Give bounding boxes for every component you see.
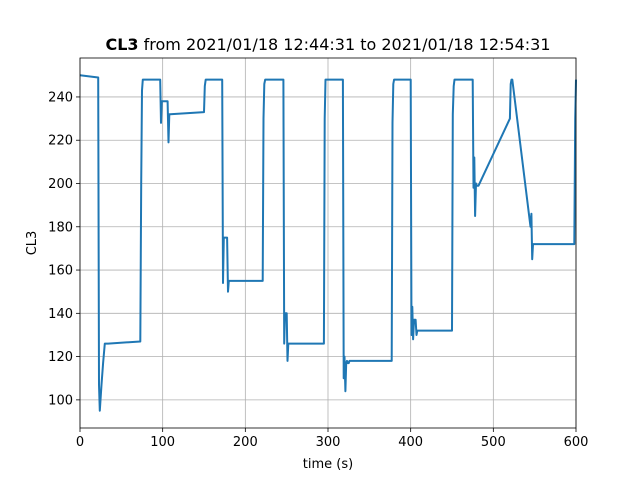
x-tick-label: 600: [564, 435, 589, 450]
chart-title: CL3 from 2021/01/18 12:44:31 to 2021/01/…: [105, 35, 550, 54]
y-tick-label: 140: [48, 307, 73, 322]
chart-title-rest: from 2021/01/18 12:44:31 to 2021/01/18 1…: [139, 35, 551, 54]
y-tick-label: 200: [48, 177, 73, 192]
y-tick-label: 180: [48, 220, 73, 235]
x-tick-label: 400: [398, 435, 423, 450]
y-axis-ticks: 100 120 140 160 180 200 220 240: [48, 90, 80, 408]
chart-title-bold: CL3: [105, 35, 138, 54]
y-tick-label: 120: [48, 350, 73, 365]
y-tick-label: 100: [48, 393, 73, 408]
x-tick-label: 100: [150, 435, 175, 450]
x-axis-ticks: 0 100 200 300 400 500 600: [76, 428, 589, 450]
y-tick-label: 160: [48, 264, 73, 279]
y-tick-label: 240: [48, 90, 73, 105]
series-group: [79, 74, 577, 412]
x-tick-label: 500: [481, 435, 506, 450]
x-tick-label: 300: [316, 435, 341, 450]
series-line: [79, 74, 577, 412]
y-tick-label: 220: [48, 134, 73, 149]
x-axis-label: time (s): [303, 457, 353, 472]
x-tick-label: 200: [233, 435, 258, 450]
y-axis-label: CL3: [25, 231, 40, 256]
x-tick-label: 0: [76, 435, 84, 450]
